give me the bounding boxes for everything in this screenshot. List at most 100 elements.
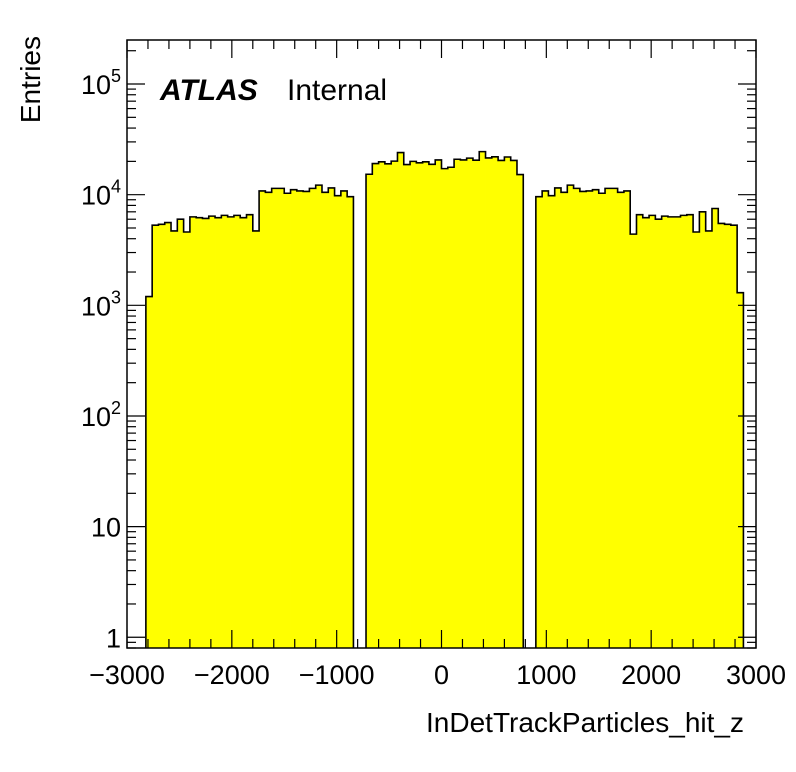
histogram-bin bbox=[479, 151, 486, 649]
histogram-bin bbox=[441, 168, 449, 648]
histogram-bin bbox=[189, 216, 197, 648]
histogram-bin bbox=[221, 215, 229, 648]
histogram-bin bbox=[711, 208, 719, 648]
histogram-bin bbox=[548, 195, 556, 648]
histogram-bin bbox=[454, 159, 461, 648]
histogram-bin bbox=[611, 188, 619, 648]
y-tick-label: 102 bbox=[81, 398, 121, 432]
x-tick-labels: −3000 −2000 −1000 0 1000 2000 3000 bbox=[89, 660, 786, 690]
histogram-bin bbox=[296, 190, 304, 649]
histogram-bin bbox=[428, 164, 436, 648]
histogram-bin bbox=[737, 292, 744, 648]
y-tick-label: 105 bbox=[81, 66, 121, 100]
histogram-bin bbox=[246, 214, 254, 648]
histogram-bin bbox=[598, 193, 606, 649]
histogram-bin bbox=[158, 224, 166, 648]
histogram-bin bbox=[391, 161, 398, 648]
histogram-bin bbox=[227, 216, 235, 648]
histogram-bin bbox=[303, 191, 310, 649]
histogram-bin bbox=[410, 161, 417, 648]
histogram-outline bbox=[145, 150, 745, 648]
histogram-bin bbox=[567, 185, 574, 648]
histogram-bin bbox=[504, 157, 512, 648]
histogram-bin bbox=[693, 231, 700, 648]
histogram-bin bbox=[674, 216, 681, 648]
status-label: Internal bbox=[287, 74, 387, 107]
histogram-bin bbox=[510, 160, 518, 648]
histogram-bin bbox=[366, 174, 373, 648]
histogram-bin bbox=[215, 217, 222, 649]
histogram-bin bbox=[542, 190, 549, 649]
histogram-bin bbox=[397, 152, 405, 649]
histogram-bin bbox=[705, 230, 713, 648]
histogram-bin bbox=[145, 296, 153, 648]
histogram-bin bbox=[724, 224, 732, 648]
histogram-bin bbox=[240, 217, 247, 649]
x-tick-label: −2000 bbox=[194, 660, 270, 690]
atlas-label: ATLAS bbox=[159, 74, 258, 107]
histogram-bin bbox=[699, 211, 707, 649]
histogram-bin bbox=[202, 218, 210, 648]
histogram-bin bbox=[347, 196, 354, 648]
histogram-bin bbox=[535, 196, 543, 648]
histogram-bin bbox=[586, 190, 593, 649]
y-tick-label: 103 bbox=[81, 287, 121, 321]
histogram-bin bbox=[315, 185, 323, 648]
histogram-bin bbox=[579, 191, 587, 649]
histogram-bars bbox=[145, 151, 744, 649]
histogram-bin bbox=[233, 215, 241, 648]
histogram-bin bbox=[623, 190, 631, 649]
histogram-bin bbox=[491, 156, 499, 649]
y-axis-title: Entries bbox=[15, 36, 46, 123]
histogram-bin bbox=[290, 189, 298, 648]
histogram-bin bbox=[328, 187, 335, 648]
histogram-bin bbox=[340, 190, 348, 649]
histogram-bin bbox=[309, 188, 317, 648]
histogram-bin bbox=[485, 157, 493, 649]
histogram-bin bbox=[252, 230, 260, 648]
histogram-bin bbox=[655, 219, 663, 649]
histogram-bin bbox=[378, 161, 386, 648]
x-axis-title: InDetTrackParticles_hit_z bbox=[426, 707, 744, 738]
histogram-bin bbox=[196, 217, 203, 649]
histogram-bin bbox=[680, 215, 688, 648]
histogram-bin bbox=[177, 219, 185, 649]
histogram-bin bbox=[284, 193, 291, 649]
y-tick-label: 104 bbox=[81, 177, 121, 211]
histogram-bin bbox=[422, 161, 430, 648]
histogram-bin bbox=[372, 163, 379, 649]
histogram-bin bbox=[661, 216, 669, 648]
histogram-bin bbox=[171, 230, 178, 648]
histogram-bin bbox=[605, 188, 612, 648]
x-tick-label: 3000 bbox=[726, 660, 786, 690]
x-tick-label: −3000 bbox=[89, 660, 165, 690]
histogram-bin bbox=[516, 174, 524, 648]
histogram-bin bbox=[630, 234, 637, 648]
x-tick-label: 1000 bbox=[516, 660, 576, 690]
histogram-bin bbox=[334, 195, 342, 648]
histogram-bin bbox=[498, 160, 505, 648]
histogram-bin bbox=[592, 189, 600, 648]
histogram-bin bbox=[265, 192, 273, 648]
histogram-bin bbox=[208, 216, 216, 648]
histogram-bin bbox=[277, 188, 285, 648]
histogram-bin bbox=[435, 159, 442, 648]
histogram-bin bbox=[730, 225, 738, 648]
histogram-bin bbox=[718, 223, 725, 649]
histogram-bin bbox=[259, 190, 266, 649]
histogram-bin bbox=[403, 164, 411, 648]
histogram-bin bbox=[561, 192, 568, 648]
histogram-bin bbox=[573, 188, 581, 648]
x-tick-label: −1000 bbox=[299, 660, 375, 690]
histogram-bin bbox=[447, 167, 455, 648]
histogram-bin bbox=[472, 160, 480, 648]
histogram-bin bbox=[466, 158, 474, 648]
histogram-bin bbox=[642, 217, 650, 649]
histogram-bin bbox=[554, 187, 562, 648]
y-tick-label: 10 bbox=[91, 513, 121, 543]
histogram-bin bbox=[460, 159, 468, 648]
histogram-bin bbox=[384, 163, 392, 649]
histogram-bin bbox=[164, 222, 172, 648]
histogram-bin bbox=[183, 231, 191, 648]
